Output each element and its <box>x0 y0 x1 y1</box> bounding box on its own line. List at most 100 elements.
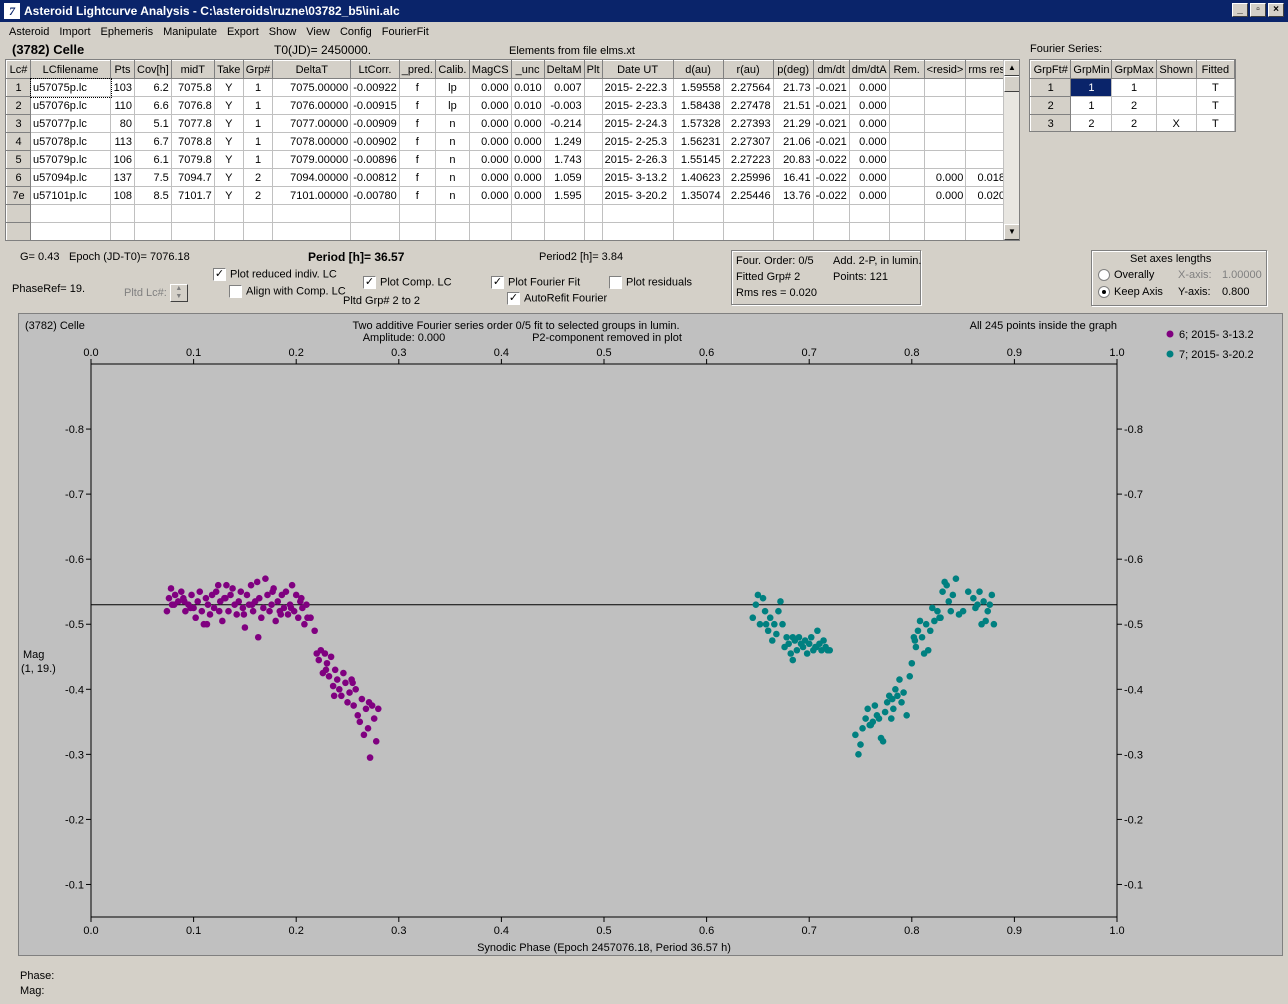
plot-comp-checkbox[interactable]: ✓ Plot Comp. LC <box>363 276 452 289</box>
table-cell[interactable] <box>601 204 674 223</box>
lc-col-header[interactable]: Date UT <box>601 60 674 79</box>
table-cell[interactable] <box>272 222 352 240</box>
table-cell[interactable]: 80 <box>110 114 135 133</box>
table-cell[interactable]: 7078.8 <box>170 132 215 151</box>
table-cell[interactable]: 1 <box>242 78 274 97</box>
table-cell[interactable] <box>965 132 1009 151</box>
table-row[interactable]: 5 u57079p.lc 106 6.1 7079.8 Y 1 7079.00000 -0.00… <box>6 150 1009 169</box>
table-cell[interactable] <box>965 150 1009 169</box>
table-cell[interactable]: 110 <box>110 96 135 115</box>
menu-ephemeris[interactable]: Ephemeris <box>100 25 154 38</box>
table-cell[interactable]: 7075.8 <box>170 78 215 97</box>
lc-col-header[interactable]: <resid> <box>923 60 967 79</box>
table-row[interactable]: 4 u57078p.lc 113 6.7 7078.8 Y 1 7078.00000 -0.00… <box>6 132 1009 151</box>
table-cell[interactable]: 0.000 <box>468 114 512 133</box>
table-cell[interactable]: f <box>398 114 436 133</box>
radio-off-icon[interactable] <box>1098 269 1110 282</box>
table-cell[interactable]: 7078.00000 <box>272 132 352 151</box>
lc-col-header[interactable]: LCfilename <box>30 60 111 79</box>
menu-fourierfit[interactable]: FourierFit <box>381 25 429 38</box>
table-cell[interactable]: f <box>398 150 436 169</box>
table-cell[interactable]: X <box>1155 114 1197 131</box>
lc-col-header[interactable]: Plt <box>583 60 603 79</box>
table-cell[interactable]: 1.059 <box>543 168 585 187</box>
table-cell[interactable] <box>110 222 135 240</box>
lc-table-scrollbar[interactable]: ▲ ▼ <box>1003 60 1019 240</box>
table-cell[interactable]: 1 <box>242 132 274 151</box>
table-cell[interactable] <box>601 222 674 240</box>
table-cell[interactable]: 1 <box>1070 96 1113 115</box>
table-cell[interactable]: u57079p.lc <box>30 150 111 169</box>
table-cell[interactable] <box>722 222 774 240</box>
table-cell[interactable]: 0.000 <box>510 150 545 169</box>
table-cell[interactable] <box>812 204 850 223</box>
table-cell[interactable]: Y <box>213 96 244 115</box>
table-cell[interactable]: 6.2 <box>134 78 172 97</box>
row-header[interactable]: 4 <box>6 132 31 151</box>
row-header[interactable]: 6 <box>6 168 31 187</box>
row-header[interactable]: 5 <box>6 150 31 169</box>
table-cell[interactable]: 0.000 <box>848 96 890 115</box>
lightcurve-plot-panel[interactable]: 0.0 0.0 0.1 0.1 0.2 0.2 0.3 0.3 0.4 0.4 0.5 0.5 0.6 0… <box>18 313 1283 956</box>
table-cell[interactable] <box>1155 96 1197 115</box>
table-cell[interactable] <box>772 222 814 240</box>
table-cell[interactable] <box>242 204 274 223</box>
scroll-down-icon[interactable]: ▼ <box>1004 224 1019 240</box>
table-cell[interactable] <box>888 132 925 151</box>
table-cell[interactable] <box>772 204 814 223</box>
table-cell[interactable]: 0.000 <box>923 168 967 187</box>
table-cell[interactable]: 7076.8 <box>170 96 215 115</box>
table-cell[interactable]: 7076.00000 <box>272 96 352 115</box>
menu-import[interactable]: Import <box>59 25 91 38</box>
table-cell[interactable]: 103 <box>110 78 135 97</box>
table-cell[interactable]: Y <box>213 150 244 169</box>
menu-export[interactable]: Export <box>226 25 259 38</box>
table-cell[interactable]: Y <box>213 186 244 205</box>
table-cell[interactable]: 2015- 2-22.3 <box>601 78 674 97</box>
checkbox-unchecked-icon[interactable] <box>229 285 242 298</box>
table-cell[interactable]: 0.000 <box>848 168 890 187</box>
table-cell[interactable] <box>722 204 774 223</box>
table-cell[interactable]: 2.27393 <box>722 114 774 133</box>
table-cell[interactable] <box>583 186 603 205</box>
table-cell[interactable]: 2.27564 <box>722 78 774 97</box>
table-cell[interactable]: -0.003 <box>543 96 585 115</box>
menu-view[interactable]: View <box>306 25 330 38</box>
checkbox-checked-icon[interactable]: ✓ <box>213 268 226 281</box>
lc-col-header[interactable]: Calib. <box>434 60 470 79</box>
table-cell[interactable]: n <box>434 114 470 133</box>
row-header[interactable]: 2 <box>1030 96 1072 115</box>
table-cell[interactable]: 16.41 <box>772 168 814 187</box>
table-cell[interactable]: 0.000 <box>468 78 512 97</box>
table-cell[interactable] <box>213 222 244 240</box>
table-cell[interactable] <box>510 204 545 223</box>
empty-row[interactable] <box>6 204 1009 223</box>
table-cell[interactable]: -0.00902 <box>350 132 400 151</box>
table-cell[interactable] <box>350 204 400 223</box>
table-cell[interactable]: n <box>434 150 470 169</box>
table-cell[interactable] <box>888 186 925 205</box>
table-cell[interactable] <box>923 150 967 169</box>
table-cell[interactable]: 0.010 <box>510 96 545 115</box>
table-cell[interactable]: -0.022 <box>812 186 850 205</box>
maximize-icon[interactable]: ▫ <box>1250 3 1266 17</box>
table-cell[interactable] <box>583 168 603 187</box>
table-cell[interactable]: 5.1 <box>134 114 172 133</box>
table-cell[interactable]: 0.000 <box>468 186 512 205</box>
lc-col-header[interactable]: MagCS <box>468 60 512 79</box>
table-cell[interactable]: 108 <box>110 186 135 205</box>
lc-col-header[interactable]: LtCorr. <box>350 60 400 79</box>
lc-col-header[interactable]: rms res <box>965 60 1009 79</box>
table-row[interactable]: 3 u57077p.lc 80 5.1 7077.8 Y 1 7077.00000 -0.009… <box>6 114 1009 133</box>
lightcurve-chart[interactable]: 0.0 0.0 0.1 0.1 0.2 0.2 0.3 0.3 0.4 0.4 0.5 0.5 0.6 0… <box>19 314 1282 955</box>
table-cell[interactable] <box>134 222 172 240</box>
align-comp-checkbox[interactable]: Align with Comp. LC <box>229 285 346 298</box>
table-cell[interactable]: 0.000 <box>468 132 512 151</box>
table-cell[interactable] <box>888 168 925 187</box>
lightcurve-app-icon[interactable]: 7 <box>4 3 20 19</box>
scroll-up-icon[interactable]: ▲ <box>1004 60 1019 76</box>
table-cell[interactable]: 7077.8 <box>170 114 215 133</box>
lc-col-header[interactable]: Cov[h] <box>134 60 172 79</box>
table-cell[interactable] <box>583 114 603 133</box>
lc-col-header[interactable]: r(au) <box>722 60 774 79</box>
